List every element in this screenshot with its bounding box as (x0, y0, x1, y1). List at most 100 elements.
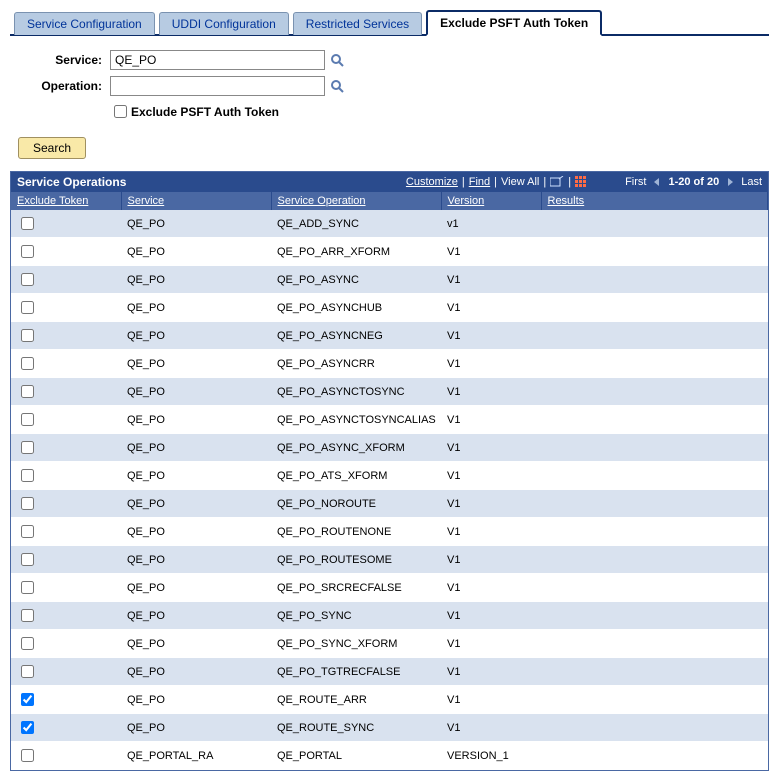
table-row: QE_POQE_ROUTE_ARRV1 (11, 686, 768, 714)
row-exclude-checkbox[interactable] (21, 553, 34, 566)
row-service-cell: QE_PO (121, 658, 271, 686)
row-service-cell: QE_PO (121, 630, 271, 658)
row-results-cell (541, 742, 768, 770)
row-version-cell: V1 (441, 434, 541, 462)
row-version-cell: V1 (441, 574, 541, 602)
row-results-cell (541, 490, 768, 518)
row-service-cell: QE_PO (121, 322, 271, 350)
row-operation-cell: QE_PO_ASYNCNEG (271, 322, 441, 350)
tab-restricted-services[interactable]: Restricted Services (293, 12, 422, 35)
row-exclude-checkbox[interactable] (21, 693, 34, 706)
find-link[interactable]: Find (469, 176, 490, 188)
next-page-icon (723, 175, 737, 189)
row-operation-cell: QE_PO_ARR_XFORM (271, 238, 441, 266)
row-service-cell: QE_PO (121, 602, 271, 630)
row-exclude-checkbox[interactable] (21, 301, 34, 314)
row-results-cell (541, 518, 768, 546)
row-operation-cell: QE_PO_SYNC_XFORM (271, 630, 441, 658)
row-exclude-checkbox[interactable] (21, 469, 34, 482)
row-exclude-checkbox[interactable] (21, 525, 34, 538)
row-service-cell: QE_PO (121, 686, 271, 714)
row-exclude-checkbox[interactable] (21, 245, 34, 258)
row-operation-cell: QE_PO_ATS_XFORM (271, 462, 441, 490)
col-service-header[interactable]: Service (121, 192, 271, 210)
row-version-cell: V1 (441, 294, 541, 322)
row-exclude-checkbox[interactable] (21, 329, 34, 342)
table-row: QE_POQE_PO_TGTRECFALSEV1 (11, 658, 768, 686)
row-version-cell: V1 (441, 490, 541, 518)
row-service-cell: QE_PO (121, 518, 271, 546)
table-row: QE_POQE_PO_SYNC_XFORMV1 (11, 630, 768, 658)
row-results-cell (541, 406, 768, 434)
row-operation-cell: QE_PO_ASYNC (271, 266, 441, 294)
service-lookup-icon[interactable] (329, 52, 345, 68)
tab-uddi-configuration[interactable]: UDDI Configuration (159, 12, 289, 35)
row-results-cell (541, 462, 768, 490)
table-row: QE_POQE_PO_ROUTENONEV1 (11, 518, 768, 546)
row-results-cell (541, 658, 768, 686)
row-operation-cell: QE_ROUTE_SYNC (271, 714, 441, 742)
row-version-cell: V1 (441, 714, 541, 742)
row-exclude-checkbox[interactable] (21, 609, 34, 622)
row-service-cell: QE_PO (121, 434, 271, 462)
service-input[interactable] (110, 50, 325, 70)
row-results-cell (541, 210, 768, 238)
operation-lookup-icon[interactable] (329, 78, 345, 94)
row-results-cell (541, 630, 768, 658)
row-results-cell (541, 714, 768, 742)
tab-service-configuration[interactable]: Service Configuration (14, 12, 155, 35)
table-row: QE_POQE_PO_ASYNCV1 (11, 266, 768, 294)
row-service-cell: QE_PO (121, 462, 271, 490)
search-form: Service: Operation: Exclude PSFT Auth To… (10, 50, 769, 121)
table-row: QE_POQE_PO_ASYNC_XFORMV1 (11, 434, 768, 462)
exclude-token-checkbox[interactable] (114, 105, 127, 118)
grid-title: Service Operations (17, 175, 126, 189)
row-exclude-checkbox[interactable] (21, 637, 34, 650)
row-exclude-checkbox[interactable] (21, 385, 34, 398)
row-results-cell (541, 378, 768, 406)
row-operation-cell: QE_PO_ASYNC_XFORM (271, 434, 441, 462)
operation-input[interactable] (110, 76, 325, 96)
col-version-header[interactable]: Version (441, 192, 541, 210)
col-results-header[interactable]: Results (541, 192, 768, 210)
col-operation-header[interactable]: Service Operation (271, 192, 441, 210)
table-row: QE_POQE_PO_ASYNCRRV1 (11, 350, 768, 378)
row-exclude-checkbox[interactable] (21, 749, 34, 762)
row-exclude-checkbox[interactable] (21, 441, 34, 454)
row-service-cell: QE_PO (121, 350, 271, 378)
table-row: QE_POQE_PO_ATS_XFORMV1 (11, 462, 768, 490)
zoom-icon[interactable] (550, 176, 564, 188)
col-exclude-header[interactable]: Exclude Token (11, 192, 121, 210)
row-results-cell (541, 602, 768, 630)
search-button[interactable]: Search (18, 137, 86, 159)
row-results-cell (541, 686, 768, 714)
row-exclude-checkbox[interactable] (21, 273, 34, 286)
row-results-cell (541, 238, 768, 266)
customize-link[interactable]: Customize (406, 176, 458, 188)
row-exclude-checkbox[interactable] (21, 413, 34, 426)
row-operation-cell: QE_PO_SYNC (271, 602, 441, 630)
row-results-cell (541, 266, 768, 294)
row-version-cell: V1 (441, 630, 541, 658)
row-exclude-checkbox[interactable] (21, 357, 34, 370)
row-exclude-checkbox[interactable] (21, 581, 34, 594)
row-operation-cell: QE_PO_ASYNCRR (271, 350, 441, 378)
row-results-cell (541, 546, 768, 574)
row-version-cell: V1 (441, 378, 541, 406)
row-exclude-checkbox[interactable] (21, 665, 34, 678)
tab-exclude-psft-auth-token[interactable]: Exclude PSFT Auth Token (426, 10, 602, 36)
row-exclude-checkbox[interactable] (21, 721, 34, 734)
row-service-cell: QE_PO (121, 266, 271, 294)
table-row: QE_POQE_ADD_SYNCv1 (11, 210, 768, 238)
row-version-cell: VERSION_1 (441, 742, 541, 770)
table-row: QE_POQE_PO_SYNCV1 (11, 602, 768, 630)
exclude-token-label: Exclude PSFT Auth Token (131, 105, 279, 119)
row-service-cell: QE_PO (121, 490, 271, 518)
row-exclude-checkbox[interactable] (21, 497, 34, 510)
row-operation-cell: QE_ROUTE_ARR (271, 686, 441, 714)
row-version-cell: V1 (441, 406, 541, 434)
row-exclude-checkbox[interactable] (21, 217, 34, 230)
download-icon[interactable] (575, 176, 589, 188)
view-all-link: View All (501, 176, 539, 188)
row-results-cell (541, 574, 768, 602)
